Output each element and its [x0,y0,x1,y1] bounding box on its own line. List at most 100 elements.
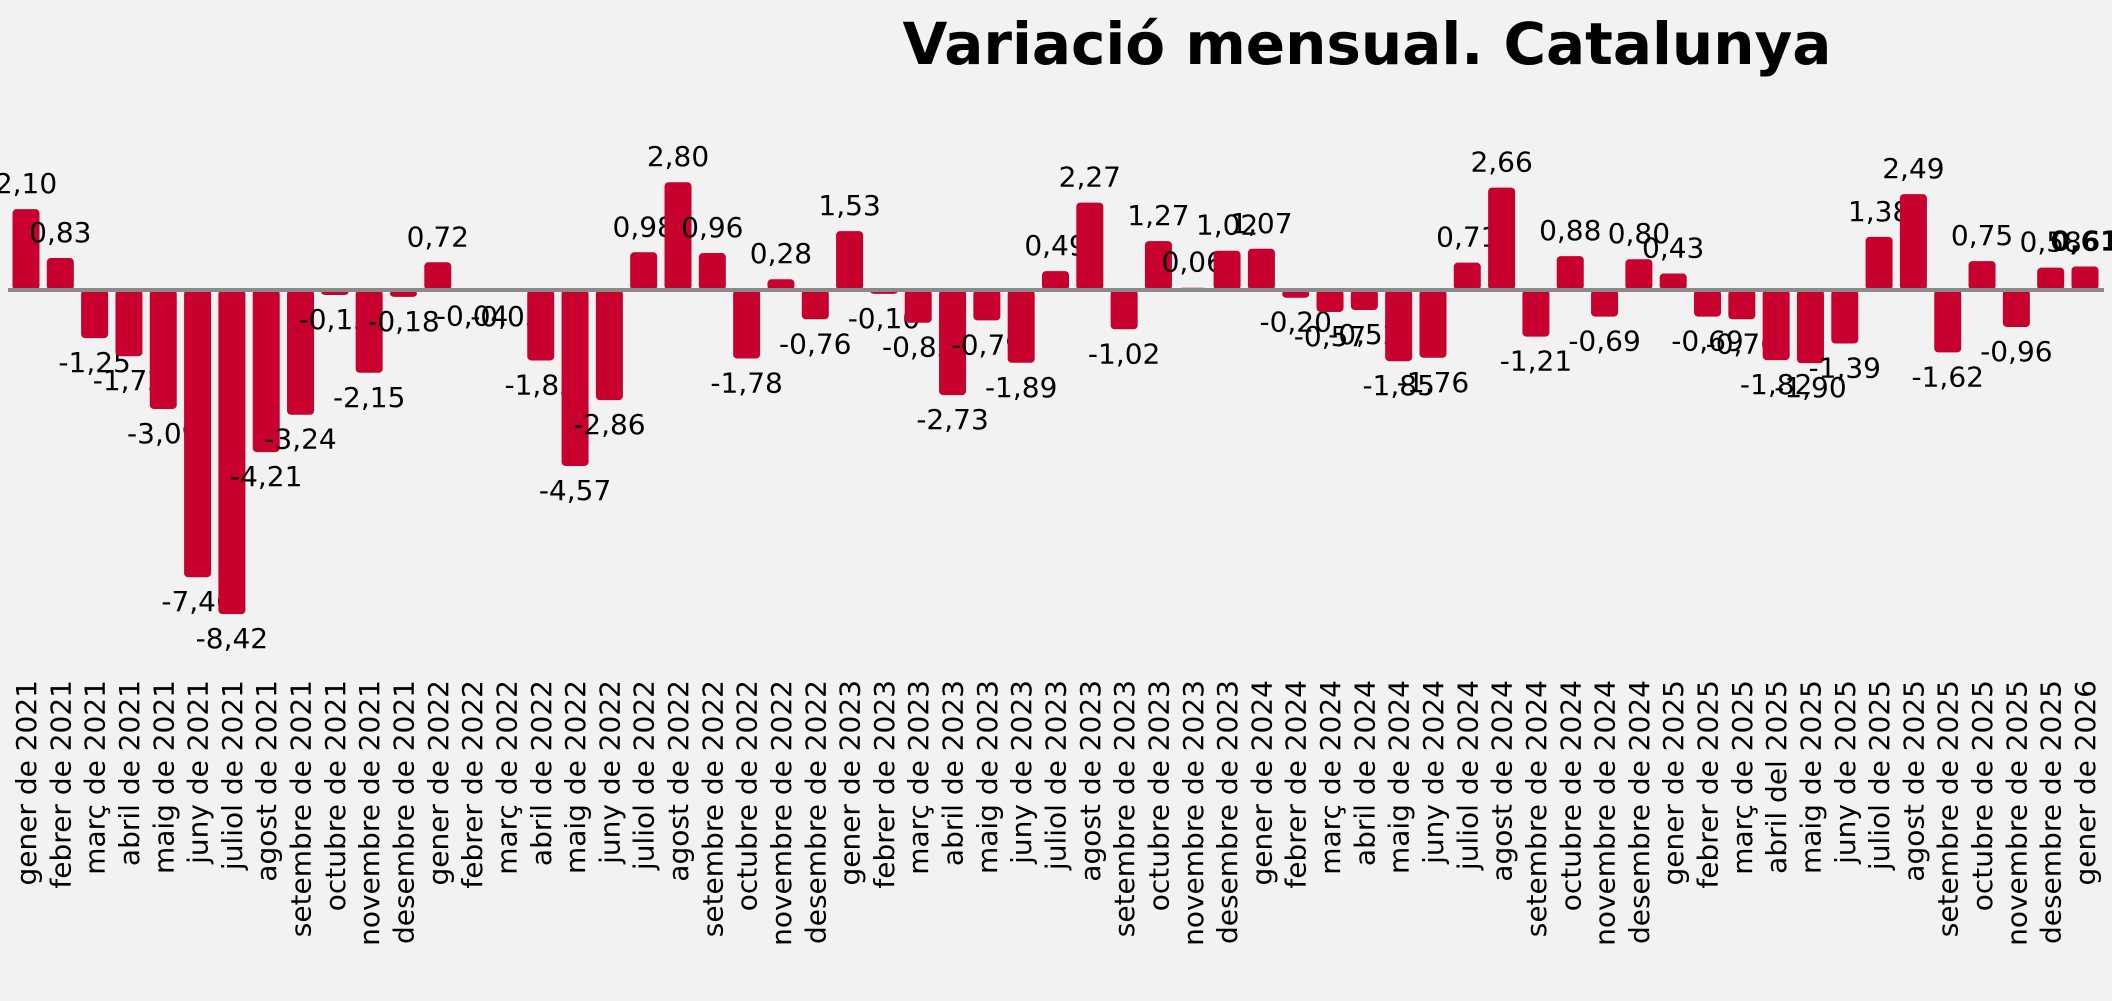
value-label: 0,96 [681,211,743,244]
bar [801,290,829,320]
x-tick-label: setembre de 2023 [1108,680,1141,937]
bar [1385,290,1413,362]
x-tick-label: gener de 2021 [10,680,43,886]
value-label: -1,82 [1740,368,1812,401]
x-tick-label: agost de 2022 [662,680,695,882]
value-label: -2,15 [333,381,405,414]
value-label: -1,02 [1088,337,1160,370]
value-label: 0,71 [1436,221,1498,254]
bar [1247,248,1275,290]
value-label: 0,43 [1642,231,1704,264]
x-tick-label: abril del 2025 [1760,680,1793,874]
value-label: -1,78 [710,367,782,400]
bar [1694,290,1722,317]
bar [664,182,692,290]
x-tick-label: febrer de 2021 [44,680,77,889]
bar [2037,267,2065,290]
bar [1144,241,1172,290]
bar [836,231,864,290]
value-label: 1,02 [1196,209,1258,242]
value-label: 0,49 [1024,229,1086,262]
bar [184,290,212,578]
x-tick-label: juliol de 2022 [628,680,661,871]
bar [561,290,589,466]
bar [595,290,623,401]
x-tick-label: juny de 2022 [593,680,626,865]
bar [1419,290,1447,358]
x-tick-label: desembre de 2023 [1211,680,1244,944]
x-tick-label: juny de 2023 [1005,680,1038,865]
x-tick-label: juliol de 2023 [1040,680,1073,871]
x-tick-label: gener de 2023 [834,680,867,886]
x-tick-label: novembre de 2021 [353,680,386,946]
x-tick-label: desembre de 2022 [799,680,832,944]
x-tick-label: març de 2025 [1726,680,1759,875]
value-label: -0,04 [436,300,508,333]
x-tick-label: abril de 2024 [1348,680,1381,866]
x-tick-label: desembre de 2025 [2035,680,2068,944]
bar [939,290,967,396]
bar [2071,266,2099,290]
bar [1728,290,1756,320]
value-label: 0,06 [1162,246,1224,279]
value-label: -0,69 [1568,325,1640,358]
value-label: -1,89 [985,371,1057,404]
x-tick-label: gener de 2024 [1245,680,1278,886]
bar [12,209,40,290]
x-tick-label: octubre de 2021 [319,680,352,911]
bar [1591,290,1619,317]
x-tick-label: novembre de 2024 [1589,680,1622,946]
x-tick-label: juny de 2021 [182,680,215,865]
x-tick-label: febrer de 2022 [456,680,489,889]
value-label: -2,73 [916,403,988,436]
bar [1625,259,1653,290]
bar [1522,290,1550,337]
x-tick-label: maig de 2021 [147,680,180,874]
x-tick-label: maig de 2022 [559,680,592,874]
x-tick-label: setembre de 2021 [285,680,318,937]
bar [1899,194,1927,290]
x-tick-label: agost de 2024 [1486,680,1519,882]
value-label: -1,76 [1397,366,1469,399]
bar [630,252,658,290]
x-tick-label: novembre de 2023 [1177,680,1210,946]
x-tick-label: maig de 2023 [971,680,1004,874]
x-tick-label: juny de 2024 [1417,680,1450,865]
x-tick-label: setembre de 2022 [696,680,729,937]
x-tick-label: agost de 2025 [1897,680,1930,882]
value-label: 1,38 [1848,195,1910,228]
value-label: 2,27 [1059,161,1121,194]
x-tick-label: abril de 2023 [937,680,970,866]
bar [1968,261,1996,290]
x-tick-label: març de 2021 [79,680,112,875]
x-tick-label: juliol de 2021 [216,680,249,871]
value-label: -0,76 [779,327,851,360]
bar [1350,290,1378,311]
bar [1831,290,1859,344]
value-label: 0,98 [613,210,675,243]
x-tick-label: gener de 2022 [422,680,455,886]
bar [1110,290,1138,330]
bar [252,290,280,453]
value-label: -1,85 [1362,369,1434,402]
value-label: 2,10 [0,167,57,200]
bar [904,290,932,323]
x-tick-label: març de 2024 [1314,680,1347,875]
x-tick-label: novembre de 2022 [765,680,798,946]
x-tick-label: gener de 2025 [1657,680,1690,886]
x-tick-label: octubre de 2025 [1966,680,1999,911]
bar [1076,202,1104,290]
bar [767,279,795,290]
bar [1007,290,1035,363]
value-label: 1,27 [1127,199,1189,232]
bar [1796,290,1824,364]
chart-title: Variació mensual. Catalunya [903,10,1832,78]
value-label: 2,49 [1882,152,1944,185]
x-tick-label: gener de 2026 [2069,680,2102,886]
bar [149,290,177,409]
bar [355,290,383,373]
x-tick-label: març de 2022 [490,680,523,875]
bar [527,290,555,361]
value-label: 0,80 [1608,217,1670,250]
bar [1453,262,1481,290]
